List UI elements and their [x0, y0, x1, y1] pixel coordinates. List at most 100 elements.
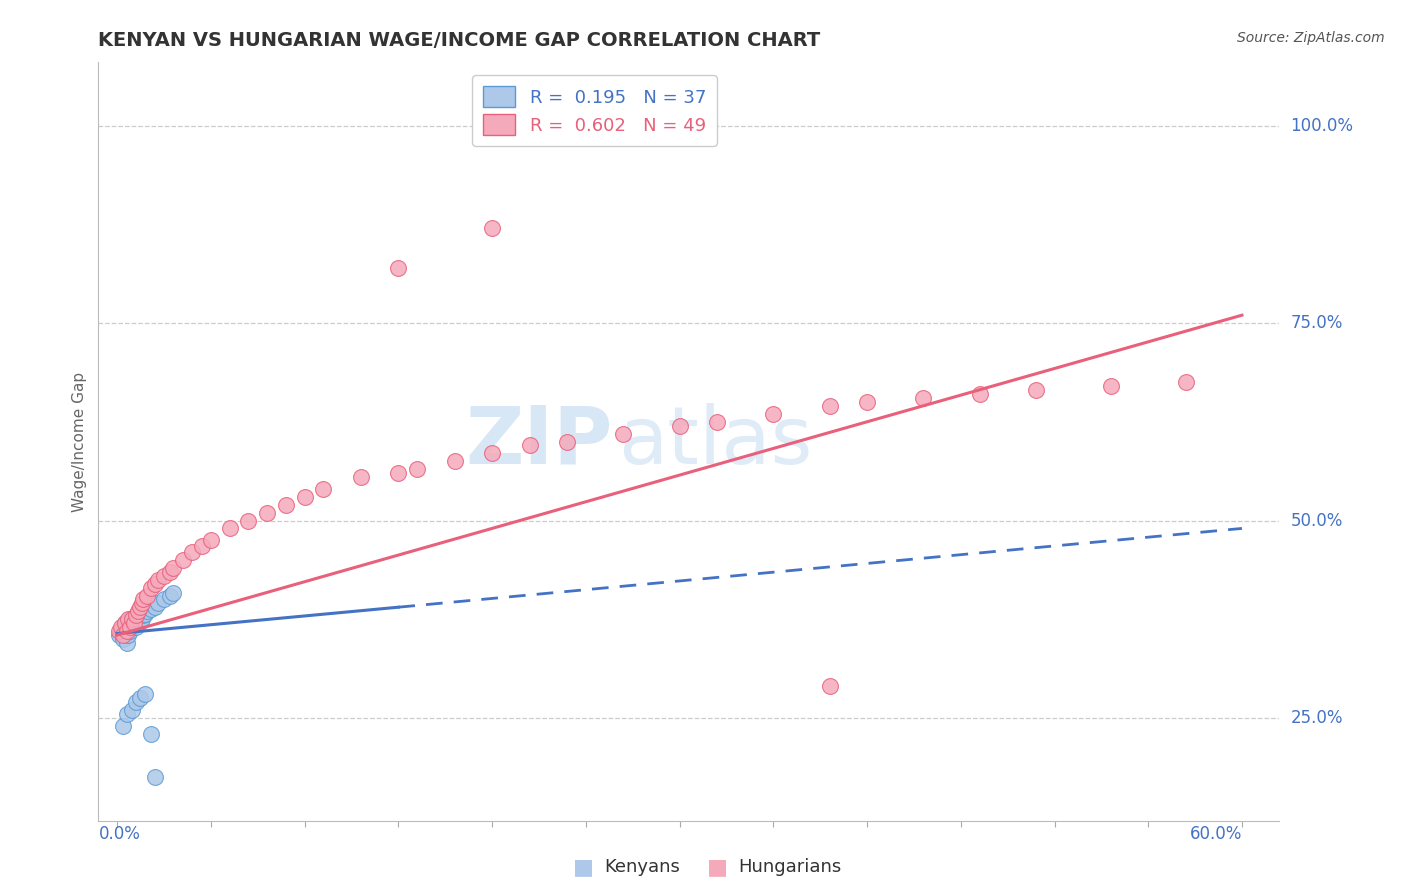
Point: [125, 620, 148, 634]
Point: [612, 426, 634, 441]
Text: KENYAN VS HUNGARIAN WAGE/INCOME GAP CORRELATION CHART: KENYAN VS HUNGARIAN WAGE/INCOME GAP CORR…: [98, 30, 821, 50]
Point: [159, 589, 181, 603]
Point: [136, 589, 159, 603]
Point: [128, 691, 150, 706]
Point: [127, 616, 149, 631]
Point: [162, 561, 184, 575]
Point: [912, 391, 935, 405]
Point: [200, 533, 222, 548]
Text: ■: ■: [707, 857, 727, 877]
Point: [148, 597, 170, 611]
Point: [139, 581, 162, 595]
Point: [114, 616, 136, 631]
Text: Source: ZipAtlas.com: Source: ZipAtlas.com: [1237, 31, 1385, 45]
Point: [181, 545, 204, 559]
Point: [139, 602, 162, 616]
Point: [443, 454, 465, 468]
Point: [120, 612, 142, 626]
Point: [818, 399, 841, 413]
Text: 75.0%: 75.0%: [1291, 314, 1343, 332]
Point: [294, 490, 316, 504]
Point: [762, 407, 785, 421]
Point: [406, 462, 429, 476]
Point: [111, 620, 134, 634]
Point: [555, 434, 578, 449]
Point: [1174, 376, 1197, 390]
Point: [481, 221, 503, 235]
Legend: R =  0.195   N = 37, R =  0.602   N = 49: R = 0.195 N = 37, R = 0.602 N = 49: [472, 75, 717, 146]
Point: [387, 260, 409, 275]
Point: [153, 569, 176, 583]
Point: [115, 624, 138, 639]
Point: [218, 521, 240, 535]
Point: [125, 612, 148, 626]
Point: [256, 506, 278, 520]
Point: [481, 446, 503, 460]
Point: [122, 616, 145, 631]
Point: [1025, 383, 1047, 397]
Text: ZIP: ZIP: [465, 402, 612, 481]
Point: [120, 624, 142, 639]
Text: Kenyans: Kenyans: [605, 858, 681, 876]
Point: [856, 395, 879, 409]
Point: [111, 628, 134, 642]
Point: [706, 415, 728, 429]
Point: [122, 617, 145, 632]
Point: [128, 615, 150, 629]
Point: [172, 553, 194, 567]
Text: ■: ■: [574, 857, 593, 877]
Text: atlas: atlas: [619, 402, 813, 481]
Point: [117, 616, 139, 631]
Text: 25.0%: 25.0%: [1291, 709, 1343, 727]
Point: [121, 612, 143, 626]
Point: [111, 632, 134, 646]
Point: [132, 608, 155, 623]
Point: [153, 592, 176, 607]
Point: [115, 706, 138, 721]
Point: [115, 636, 138, 650]
Point: [143, 576, 166, 591]
Point: [131, 597, 153, 611]
Point: [818, 679, 841, 693]
Point: [136, 604, 159, 618]
Point: [121, 620, 143, 634]
Point: [110, 624, 132, 639]
Point: [143, 600, 166, 615]
Point: [387, 466, 409, 480]
Point: [114, 616, 136, 631]
Point: [134, 687, 156, 701]
Point: [350, 470, 373, 484]
Point: [110, 620, 132, 634]
Point: [139, 727, 162, 741]
Point: [159, 565, 181, 579]
Point: [114, 628, 136, 642]
Point: [127, 604, 149, 618]
Point: [125, 608, 148, 623]
Point: [148, 573, 170, 587]
Point: [121, 703, 143, 717]
Point: [115, 624, 138, 639]
Point: [519, 438, 541, 452]
Text: 0.0%: 0.0%: [98, 824, 141, 843]
Point: [238, 514, 260, 528]
Text: 60.0%: 60.0%: [1189, 824, 1241, 843]
Point: [117, 628, 139, 642]
Point: [121, 616, 143, 631]
Point: [120, 620, 142, 634]
Point: [108, 624, 131, 639]
Point: [111, 719, 134, 733]
Point: [274, 498, 297, 512]
Point: [134, 607, 156, 621]
Point: [1099, 379, 1122, 393]
Point: [969, 387, 991, 401]
Text: 50.0%: 50.0%: [1291, 511, 1343, 530]
Point: [143, 770, 166, 784]
Point: [117, 612, 139, 626]
Point: [190, 539, 212, 553]
Text: 100.0%: 100.0%: [1291, 117, 1354, 135]
Point: [131, 612, 153, 626]
Text: Hungarians: Hungarians: [738, 858, 841, 876]
Y-axis label: Wage/Income Gap: Wage/Income Gap: [72, 371, 87, 512]
Point: [108, 628, 131, 642]
Point: [128, 600, 150, 615]
